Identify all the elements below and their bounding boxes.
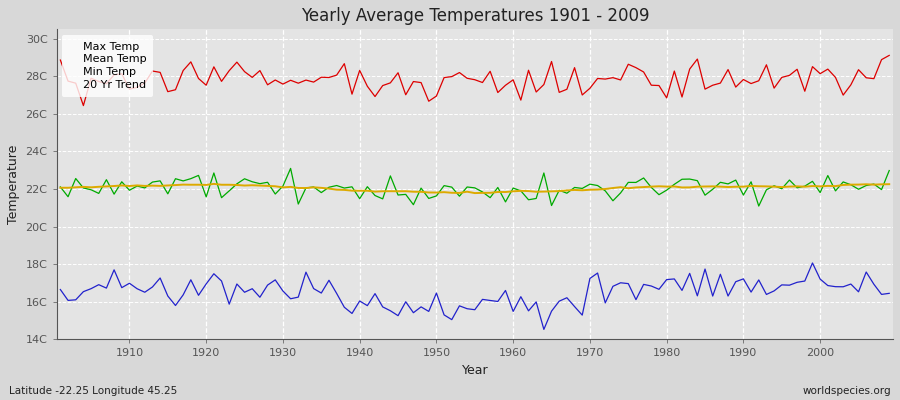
Min Temp [116,285,127,290]
Max Temp [339,61,350,66]
Max Temp [55,58,66,62]
Max Temp [884,53,895,58]
20 Yr Trend [616,185,626,190]
Line: Min Temp: Min Temp [60,263,889,329]
Mean Temp [285,166,296,171]
Min Temp [500,288,511,293]
20 Yr Trend [209,182,220,186]
20 Yr Trend [516,188,526,193]
Mean Temp [292,202,303,206]
20 Yr Trend [884,182,895,186]
Min Temp [884,291,895,296]
Legend: Max Temp, Mean Temp, Min Temp, 20 Yr Trend: Max Temp, Mean Temp, Min Temp, 20 Yr Tre… [62,35,154,97]
Mean Temp [55,184,66,189]
Max Temp [78,103,89,108]
Min Temp [55,287,66,292]
Min Temp [807,260,818,265]
Max Temp [292,81,303,86]
Mean Temp [339,186,350,190]
20 Yr Trend [116,183,127,188]
Max Temp [508,78,518,82]
20 Yr Trend [55,185,66,190]
Mean Temp [884,168,895,173]
Mean Temp [516,188,526,193]
Line: Mean Temp: Mean Temp [60,168,889,206]
Max Temp [516,98,526,102]
Mean Temp [116,179,127,184]
Min Temp [608,284,618,289]
Line: Max Temp: Max Temp [60,55,889,106]
20 Yr Trend [339,188,350,192]
Title: Yearly Average Temperatures 1901 - 2009: Yearly Average Temperatures 1901 - 2009 [301,7,649,25]
Y-axis label: Temperature: Temperature [7,145,20,224]
Min Temp [285,296,296,301]
Mean Temp [608,198,618,203]
Min Temp [331,291,342,296]
Mean Temp [508,186,518,190]
X-axis label: Year: Year [462,364,488,377]
20 Yr Trend [292,186,303,190]
Max Temp [608,75,618,80]
Text: worldspecies.org: worldspecies.org [803,386,891,396]
Min Temp [538,327,549,332]
20 Yr Trend [523,189,534,194]
Min Temp [508,309,518,314]
Max Temp [124,87,135,92]
Text: Latitude -22.25 Longitude 45.25: Latitude -22.25 Longitude 45.25 [9,386,177,396]
20 Yr Trend [470,191,481,196]
Line: 20 Yr Trend: 20 Yr Trend [60,184,889,193]
Mean Temp [753,204,764,208]
